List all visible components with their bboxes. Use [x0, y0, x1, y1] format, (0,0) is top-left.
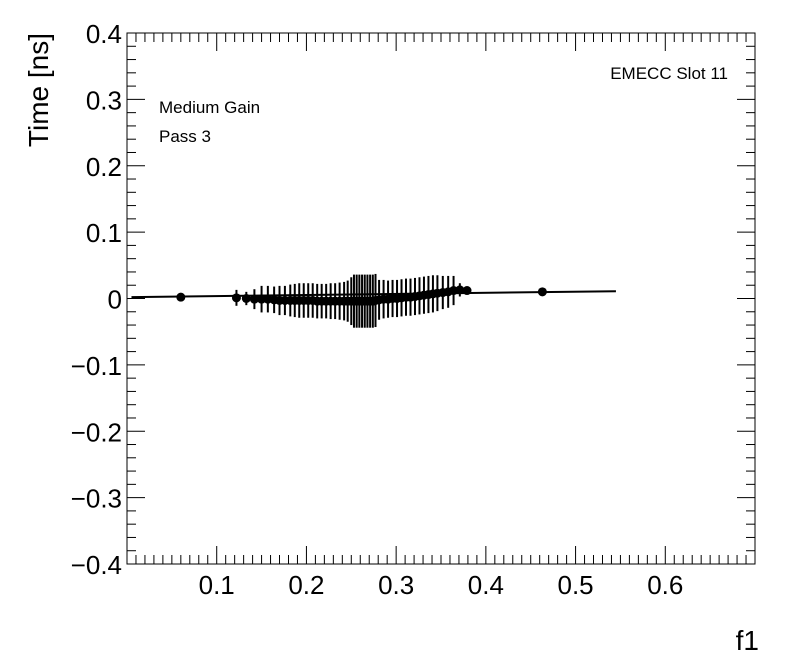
x-tick-label: 0.2: [288, 570, 324, 600]
x-tick-label: 0.1: [199, 570, 235, 600]
data-point: [231, 293, 241, 303]
slot-label: EMECC Slot 11: [610, 64, 728, 83]
data-point: [537, 287, 547, 297]
pass-label: Pass 3: [159, 127, 211, 146]
y-tick-label: 0.2: [86, 152, 122, 182]
data-point: [455, 285, 465, 295]
y-axis-title: Time [ns]: [23, 33, 54, 147]
data-point: [257, 294, 267, 304]
x-tick-label: 0.6: [647, 570, 683, 600]
y-tick-label: −0.1: [71, 351, 122, 381]
y-tick-label: −0.3: [71, 484, 122, 514]
plot-layer: [131, 273, 616, 328]
y-tick-label: 0.4: [86, 19, 122, 49]
y-tick-label: 0.3: [86, 85, 122, 115]
x-tick-label: 0.5: [557, 570, 593, 600]
data-point: [462, 286, 472, 296]
y-tick-label: −0.2: [71, 417, 122, 447]
x-axis-title: f1: [736, 625, 759, 656]
data-point: [176, 292, 186, 302]
y-tick-label: 0.1: [86, 218, 122, 248]
gain-label: Medium Gain: [159, 98, 260, 117]
x-tick-label: 0.3: [378, 570, 414, 600]
plot-frame: [126, 32, 756, 565]
y-tick-label: 0: [108, 285, 122, 315]
data-point: [249, 294, 259, 304]
y-tick-label: −0.4: [71, 550, 122, 580]
data-point: [241, 294, 251, 303]
tick-layer: 0.1 0.2 0.3 0.4 0.5 0.6 −0.4 −0.3 −0.2 −0.1 0 0.1 0.…: [71, 19, 755, 600]
x-tick-label: 0.4: [468, 570, 504, 600]
